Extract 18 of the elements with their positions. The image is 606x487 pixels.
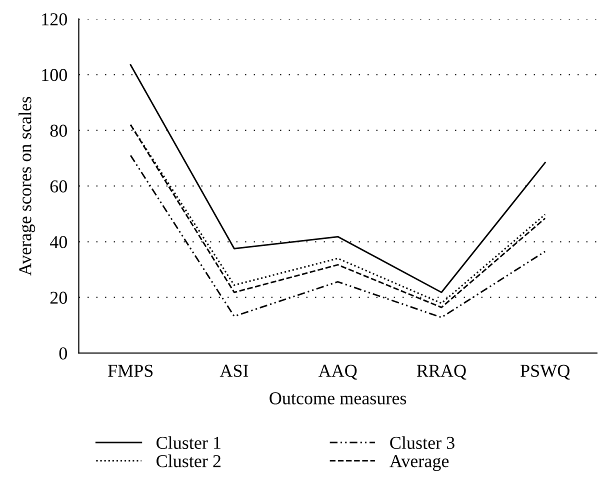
y-tick-label: 0 [59,347,67,360]
legend-label: Cluster 1 [156,436,220,449]
legend-label: Average [390,455,449,471]
legend-label: Cluster 3 [390,436,454,449]
x-tick-label: RRAQ [416,364,466,380]
y-tick-label: 20 [50,292,67,304]
legend-label: Cluster 2 [156,454,221,468]
y-tick-label: 80 [50,124,67,137]
x-tick-label: ASI [220,364,248,377]
y-tick-label: 60 [50,180,67,192]
y-axis-title: Average scores on scales [18,96,36,276]
x-tick-label: PSWQ [520,364,570,380]
y-tick-label: 100 [42,68,67,82]
x-tick-label: AAQ [318,364,358,380]
x-tick-label: FMPS [108,364,153,377]
y-tick-label: 120 [42,13,67,26]
y-tick-label: 40 [50,236,67,248]
x-axis-title: Outcome measures [270,392,406,404]
